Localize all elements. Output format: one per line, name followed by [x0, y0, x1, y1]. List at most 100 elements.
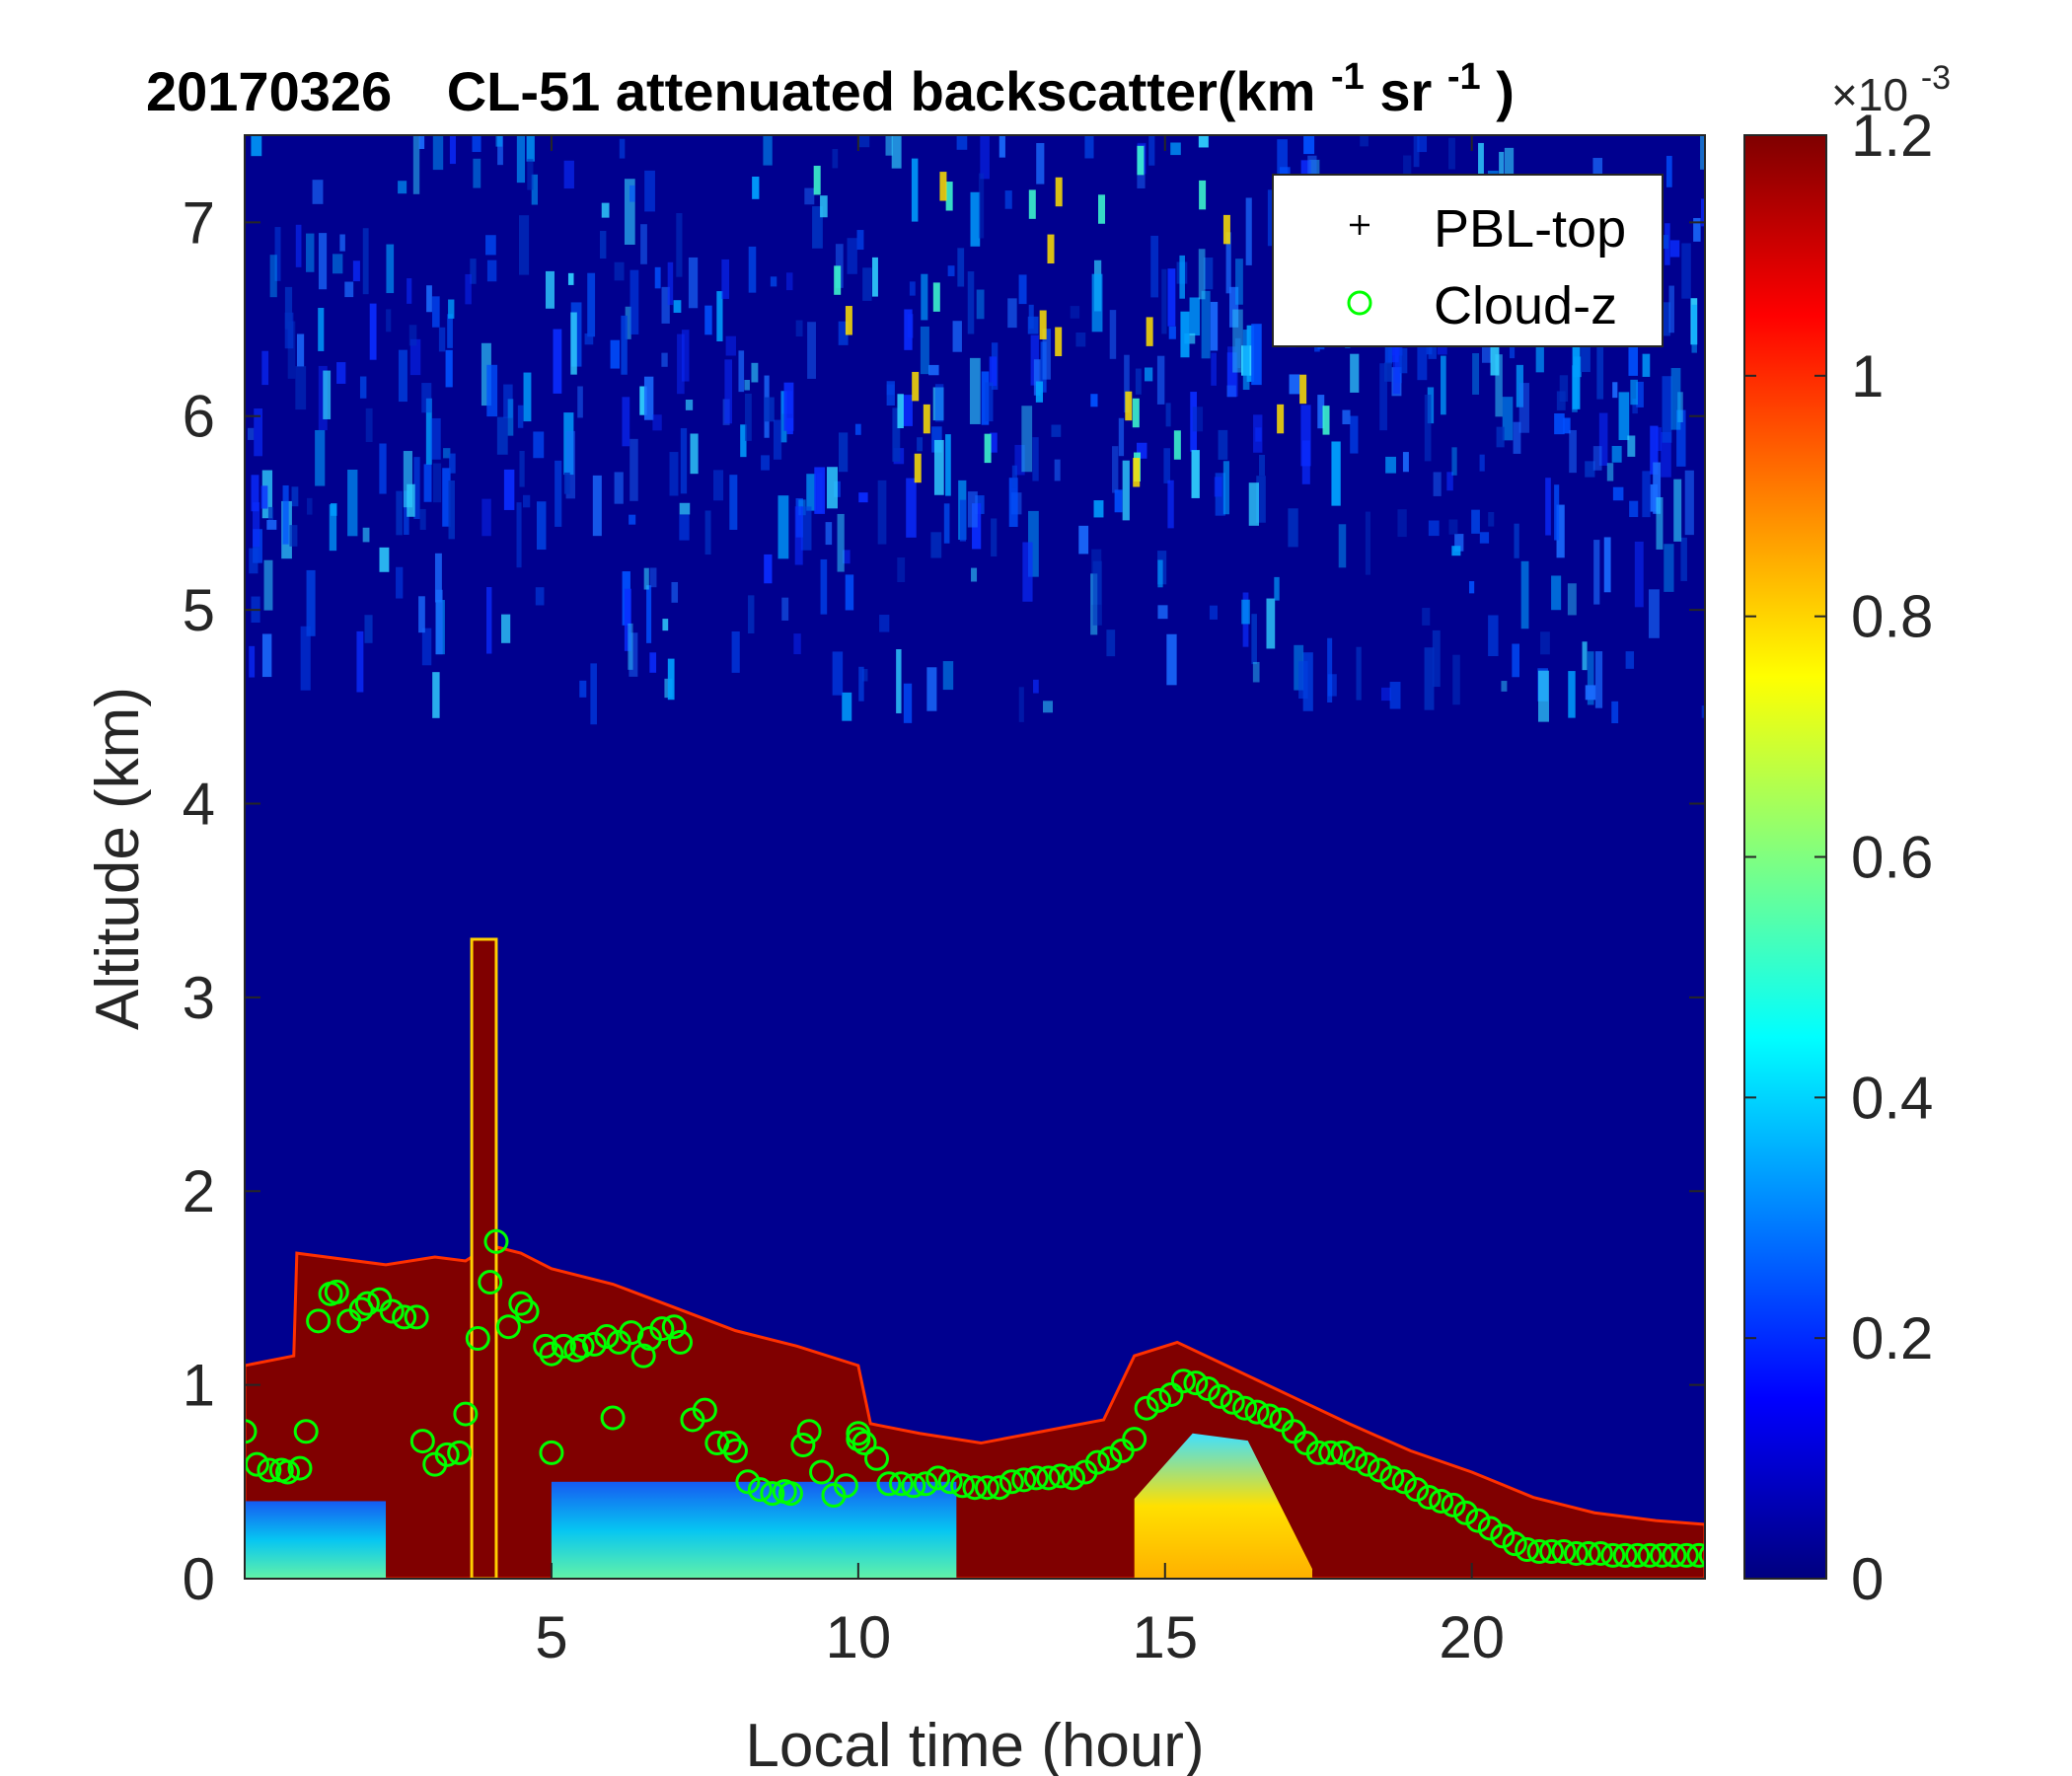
backscatter-streak — [254, 407, 263, 457]
backscatter-streak — [249, 645, 256, 678]
backscatter-streak — [1399, 347, 1408, 374]
backscatter-streak — [1428, 520, 1440, 537]
backscatter-streak — [496, 416, 508, 455]
backscatter-streak — [1167, 268, 1176, 327]
backscatter-streak — [432, 672, 440, 718]
backscatter-streak — [679, 502, 691, 515]
backscatter-streak — [1226, 352, 1237, 398]
cloud-z-point — [1526, 1539, 1552, 1565]
backscatter-streak — [1422, 608, 1431, 626]
backscatter-streak — [661, 286, 670, 324]
backscatter-streak — [1642, 471, 1651, 518]
backscatter-streak — [318, 308, 325, 351]
cloud-z-point — [1183, 1370, 1209, 1396]
backscatter-streak — [362, 228, 369, 295]
cloud-z-point — [809, 1459, 835, 1485]
backscatter-streak — [624, 179, 635, 245]
y-tick-label: 6 — [183, 384, 215, 450]
backscatter-streak — [369, 303, 377, 360]
backscatter-streak — [447, 314, 453, 348]
colorbar-tick-label: 0.6 — [1851, 825, 1933, 891]
backscatter-streak — [981, 371, 990, 425]
backscatter-streak — [347, 469, 358, 537]
backscatter-streak — [629, 185, 635, 202]
backscatter-streak — [1700, 135, 1705, 170]
backscatter-streak — [432, 463, 442, 503]
cloud-z-point — [1465, 1508, 1491, 1533]
backscatter-streak — [1303, 135, 1315, 155]
backscatter-streak — [1537, 670, 1549, 722]
backscatter-streak — [1513, 421, 1521, 454]
cloud-z-point — [453, 1401, 479, 1427]
backscatter-streak — [858, 135, 870, 148]
cloud-z-point — [514, 1298, 540, 1324]
backscatter-streak — [748, 246, 757, 293]
backscatter-streak — [1432, 629, 1441, 688]
backscatter-speckle — [984, 433, 992, 464]
backscatter-streak — [282, 484, 289, 545]
backscatter-streak — [624, 588, 631, 651]
cloud-z-point — [539, 1440, 564, 1465]
backscatter-streak — [386, 244, 395, 294]
backscatter-streak — [592, 475, 602, 537]
backscatter-streak — [331, 503, 337, 516]
backscatter-streak — [1559, 375, 1569, 403]
backscatter-streak — [565, 430, 576, 499]
backscatter-streak — [1452, 654, 1460, 705]
backscatter-streak — [1514, 523, 1519, 558]
backscatter-streak — [877, 480, 887, 545]
backscatter-streak — [1662, 376, 1672, 443]
cloud-z-point — [1256, 1403, 1282, 1429]
backscatter-streak — [438, 327, 446, 352]
backscatter-streak — [1036, 143, 1045, 185]
backscatter-streak — [1011, 465, 1017, 488]
backscatter-streak — [625, 306, 631, 339]
backscatter-streak — [1660, 235, 1669, 250]
cloud-z-point — [913, 1471, 938, 1497]
backscatter-streak — [418, 596, 425, 633]
cloud-z-point — [293, 1419, 319, 1444]
backscatter-streak — [516, 135, 526, 184]
cloud-z-point — [999, 1469, 1024, 1495]
cloud-z-markers — [245, 1228, 1705, 1568]
backscatter-streak — [1289, 374, 1300, 395]
colorbar-multiplier-base: ×10 — [1831, 69, 1908, 120]
cloud-z-point — [594, 1324, 620, 1350]
cloud-z-point — [1391, 1469, 1417, 1495]
backscatter-streak — [897, 394, 904, 429]
backscatter-streak — [1242, 330, 1250, 391]
backscatter-streak — [748, 595, 755, 634]
backscatter-streak — [622, 397, 630, 447]
backscatter-streak — [497, 135, 503, 166]
backscatter-streak — [1448, 519, 1458, 535]
cloud-z-point — [306, 1308, 332, 1334]
backscatter-streak — [629, 269, 639, 334]
backscatter-streak — [1342, 409, 1351, 425]
backscatter-streak — [959, 499, 967, 542]
backscatter-streak — [920, 326, 929, 375]
backscatter-streak — [649, 652, 657, 673]
backscatter-streak — [1502, 397, 1514, 441]
backscatter-streak — [933, 439, 944, 495]
backscatter-streak — [1301, 440, 1310, 484]
backscatter-streak — [1451, 546, 1461, 556]
backscatter-streak — [980, 135, 990, 180]
backscatter-streak — [567, 272, 574, 285]
title-unit-sr: sr — [1379, 60, 1432, 122]
backscatter-streak — [1075, 332, 1086, 347]
title-superscript-1: -1 — [1331, 56, 1365, 98]
backscatter-streak — [628, 623, 633, 670]
title-end: ) — [1496, 60, 1515, 122]
backscatter-streak — [523, 372, 532, 422]
backscatter-speckle — [834, 265, 842, 295]
backscatter-speckle — [932, 282, 940, 312]
backscatter-streak — [681, 330, 690, 382]
backscatter-streak — [1360, 135, 1369, 147]
backscatter-streak — [260, 485, 268, 509]
backscatter-streak — [738, 350, 745, 393]
cloud-z-point — [864, 1445, 890, 1471]
backscatter-streak — [291, 486, 299, 507]
backscatter-streak — [885, 135, 893, 156]
backscatter-streak — [481, 498, 491, 537]
backscatter-streak — [408, 325, 417, 346]
